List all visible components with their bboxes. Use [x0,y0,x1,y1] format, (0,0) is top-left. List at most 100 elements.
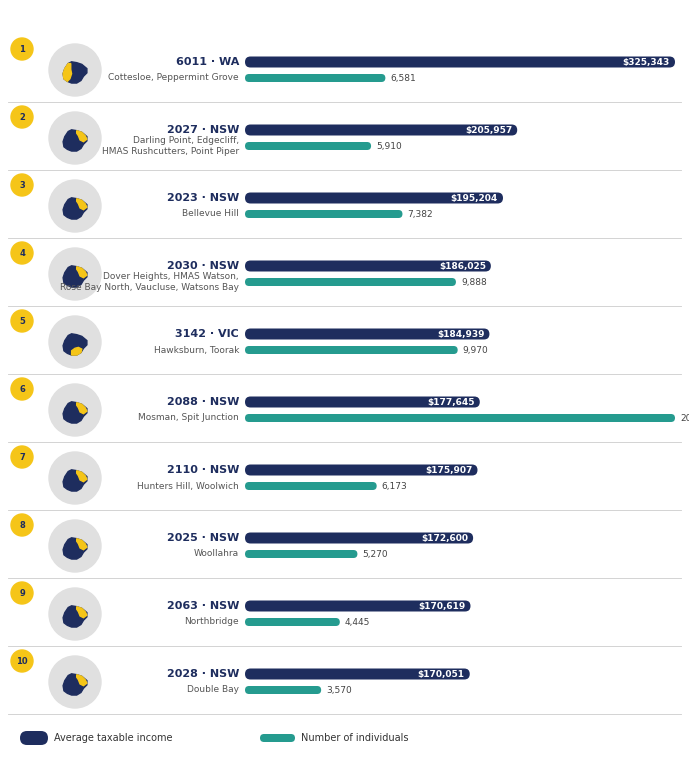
Text: 2088 · NSW: 2088 · NSW [167,397,239,407]
Text: 2110 · NSW: 2110 · NSW [167,465,239,475]
Circle shape [49,180,101,232]
Text: Woollahra: Woollahra [194,549,239,558]
Text: $175,907: $175,907 [425,466,473,474]
Circle shape [49,520,101,572]
Text: 20,158: 20,158 [680,414,689,423]
Text: 3142 · VIC: 3142 · VIC [175,329,239,339]
Text: $186,025: $186,025 [439,261,486,270]
Text: 2027 · NSW: 2027 · NSW [167,125,239,135]
Circle shape [49,384,101,436]
Polygon shape [63,198,87,219]
Text: 6,173: 6,173 [382,482,407,490]
FancyBboxPatch shape [245,397,480,408]
Text: $205,957: $205,957 [465,126,512,135]
Circle shape [49,656,101,708]
Circle shape [11,310,33,332]
Text: Darling Point, Edgecliff,
HMAS Rushcutters, Point Piper: Darling Point, Edgecliff, HMAS Rushcutte… [102,136,239,156]
Polygon shape [63,62,87,83]
FancyBboxPatch shape [245,532,473,544]
Polygon shape [63,674,87,695]
Text: 9,970: 9,970 [463,345,489,355]
Text: 6: 6 [19,385,25,394]
Text: 9: 9 [19,588,25,597]
Text: $184,939: $184,939 [437,329,484,339]
Text: 2028 · NSW: 2028 · NSW [167,669,239,679]
Text: 5,910: 5,910 [376,142,402,150]
FancyBboxPatch shape [245,550,358,558]
Polygon shape [63,129,87,151]
FancyBboxPatch shape [245,192,503,204]
Circle shape [11,174,33,196]
Text: Number of individuals: Number of individuals [301,733,409,743]
Polygon shape [76,131,87,142]
Text: 1: 1 [19,44,25,54]
Circle shape [11,242,33,264]
Text: $170,619: $170,619 [418,601,466,611]
Text: Dover Heights, HMAS Watson,
Rose Bay North, Vaucluse, Watsons Bay: Dover Heights, HMAS Watson, Rose Bay Nor… [60,272,239,292]
Circle shape [11,106,33,128]
Circle shape [11,378,33,400]
Polygon shape [76,538,87,550]
Circle shape [49,316,101,368]
Text: 6011 · WA: 6011 · WA [176,57,239,67]
Text: 5: 5 [19,316,25,326]
Polygon shape [76,607,87,617]
Text: $195,204: $195,204 [451,194,498,202]
Text: 4: 4 [19,248,25,257]
Text: 6,581: 6,581 [391,74,416,83]
FancyBboxPatch shape [245,210,402,218]
Text: $170,051: $170,051 [418,669,465,679]
Text: 2: 2 [19,113,25,122]
Polygon shape [76,470,87,482]
Circle shape [11,582,33,604]
Text: $172,600: $172,600 [421,533,468,542]
Text: 2030 · NSW: 2030 · NSW [167,261,239,271]
FancyBboxPatch shape [245,618,340,626]
FancyBboxPatch shape [245,686,321,694]
Circle shape [49,452,101,504]
Polygon shape [76,675,87,686]
FancyBboxPatch shape [245,125,517,136]
Text: 2023 · NSW: 2023 · NSW [167,193,239,203]
FancyBboxPatch shape [245,414,675,422]
FancyBboxPatch shape [245,482,377,490]
Text: 4,445: 4,445 [344,617,370,627]
Circle shape [49,588,101,640]
Circle shape [49,112,101,164]
FancyBboxPatch shape [245,260,491,271]
Polygon shape [63,64,72,81]
Text: 2063 · NSW: 2063 · NSW [167,601,239,611]
Polygon shape [63,334,87,355]
Text: Mosman, Spit Junction: Mosman, Spit Junction [138,414,239,423]
Circle shape [11,38,33,60]
FancyBboxPatch shape [20,731,48,745]
Text: Average taxable income: Average taxable income [54,733,172,743]
FancyBboxPatch shape [245,601,471,611]
Text: Double Bay: Double Bay [187,686,239,695]
Polygon shape [76,198,87,210]
Text: 8: 8 [19,521,25,529]
Text: 5,270: 5,270 [362,549,388,558]
Polygon shape [76,267,87,278]
FancyBboxPatch shape [245,346,457,354]
FancyBboxPatch shape [245,74,385,82]
Text: 7: 7 [19,453,25,461]
Text: $177,645: $177,645 [427,398,475,407]
Text: 3,570: 3,570 [326,686,352,695]
Text: Hunters Hill, Woolwich: Hunters Hill, Woolwich [137,482,239,490]
Text: 10: 10 [16,656,28,666]
FancyBboxPatch shape [245,278,456,286]
Circle shape [11,446,33,468]
Polygon shape [72,348,82,355]
FancyBboxPatch shape [245,669,470,679]
Polygon shape [76,403,87,414]
Text: 3: 3 [19,181,25,189]
Polygon shape [63,402,87,423]
Text: Bellevue Hill: Bellevue Hill [182,209,239,218]
Text: $325,343: $325,343 [623,57,670,67]
Polygon shape [63,606,87,627]
Text: Northbridge: Northbridge [185,617,239,627]
Text: 2025 · NSW: 2025 · NSW [167,533,239,543]
Text: 9,888: 9,888 [461,277,486,286]
Text: Hawksburn, Toorak: Hawksburn, Toorak [154,345,239,355]
